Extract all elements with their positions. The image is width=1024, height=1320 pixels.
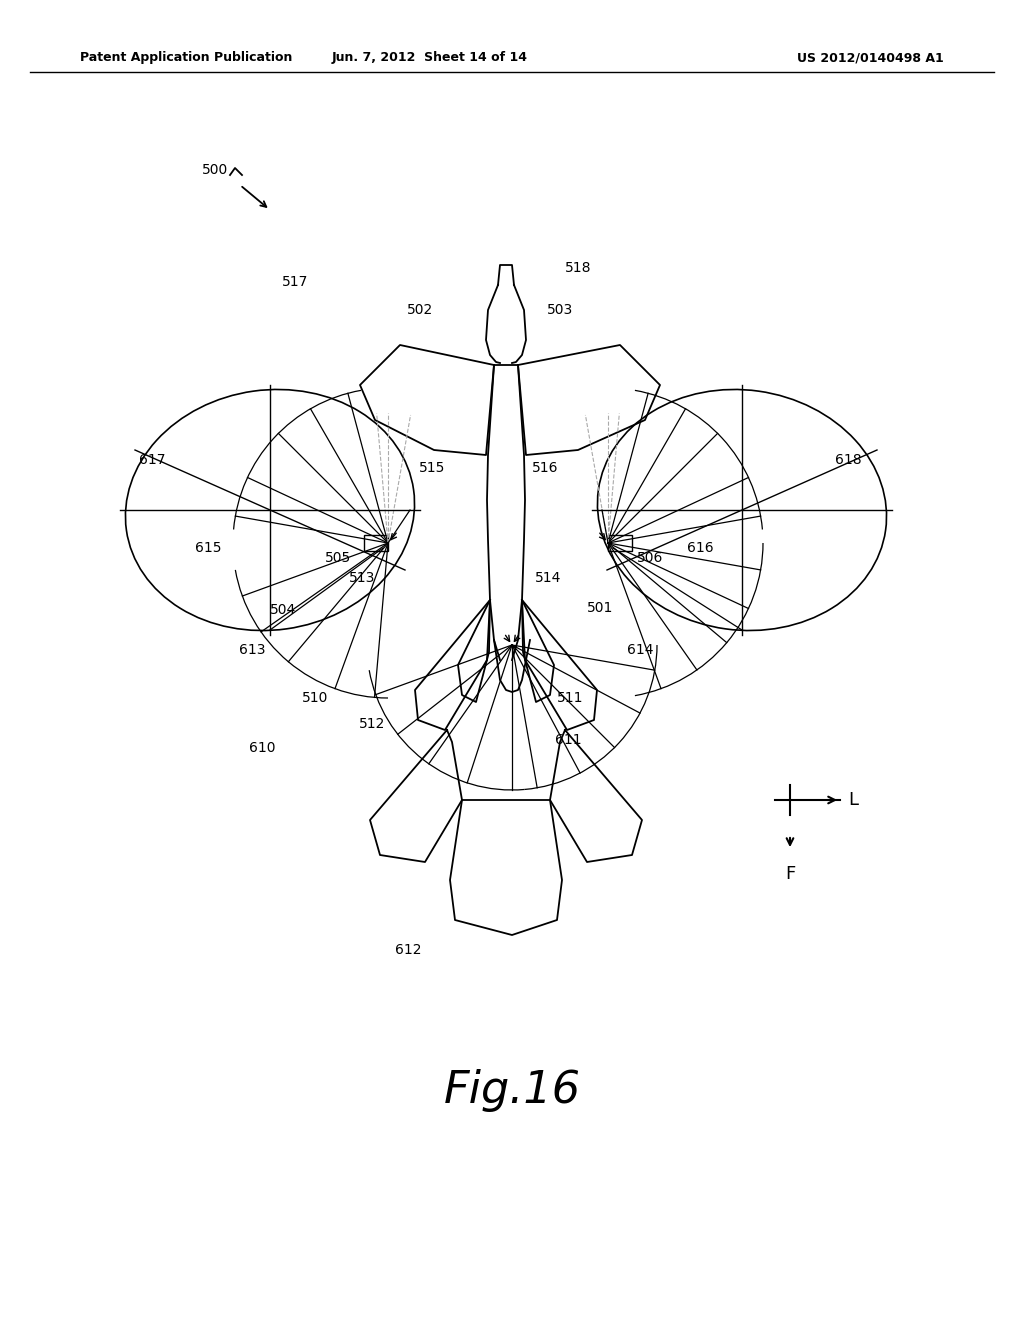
Text: 503: 503 xyxy=(547,304,573,317)
Text: 613: 613 xyxy=(239,643,265,657)
Bar xyxy=(364,535,388,550)
Text: 615: 615 xyxy=(195,541,221,554)
Text: F: F xyxy=(784,865,795,883)
Text: 505: 505 xyxy=(325,550,351,565)
Text: 617: 617 xyxy=(138,453,165,467)
Text: Fig.16: Fig.16 xyxy=(443,1068,581,1111)
Text: 510: 510 xyxy=(302,690,328,705)
Text: 512: 512 xyxy=(358,717,385,731)
Text: 618: 618 xyxy=(835,453,861,467)
Text: 610: 610 xyxy=(249,741,275,755)
Text: US 2012/0140498 A1: US 2012/0140498 A1 xyxy=(797,51,943,65)
Text: 612: 612 xyxy=(394,942,421,957)
Text: 514: 514 xyxy=(535,572,561,585)
Text: 515: 515 xyxy=(419,461,445,475)
Text: 517: 517 xyxy=(282,275,308,289)
Bar xyxy=(608,535,632,550)
Text: Jun. 7, 2012  Sheet 14 of 14: Jun. 7, 2012 Sheet 14 of 14 xyxy=(332,51,528,65)
Text: 614: 614 xyxy=(627,643,653,657)
Text: 518: 518 xyxy=(565,261,591,275)
Text: 611: 611 xyxy=(555,733,582,747)
Text: L: L xyxy=(848,791,858,809)
Text: 511: 511 xyxy=(557,690,584,705)
Text: 502: 502 xyxy=(407,304,433,317)
Text: 616: 616 xyxy=(687,541,714,554)
Text: 516: 516 xyxy=(531,461,558,475)
Text: 506: 506 xyxy=(637,550,664,565)
Text: 504: 504 xyxy=(270,603,296,616)
Text: 500: 500 xyxy=(202,162,228,177)
Text: 513: 513 xyxy=(349,572,375,585)
Text: Patent Application Publication: Patent Application Publication xyxy=(80,51,293,65)
Text: 501: 501 xyxy=(587,601,613,615)
